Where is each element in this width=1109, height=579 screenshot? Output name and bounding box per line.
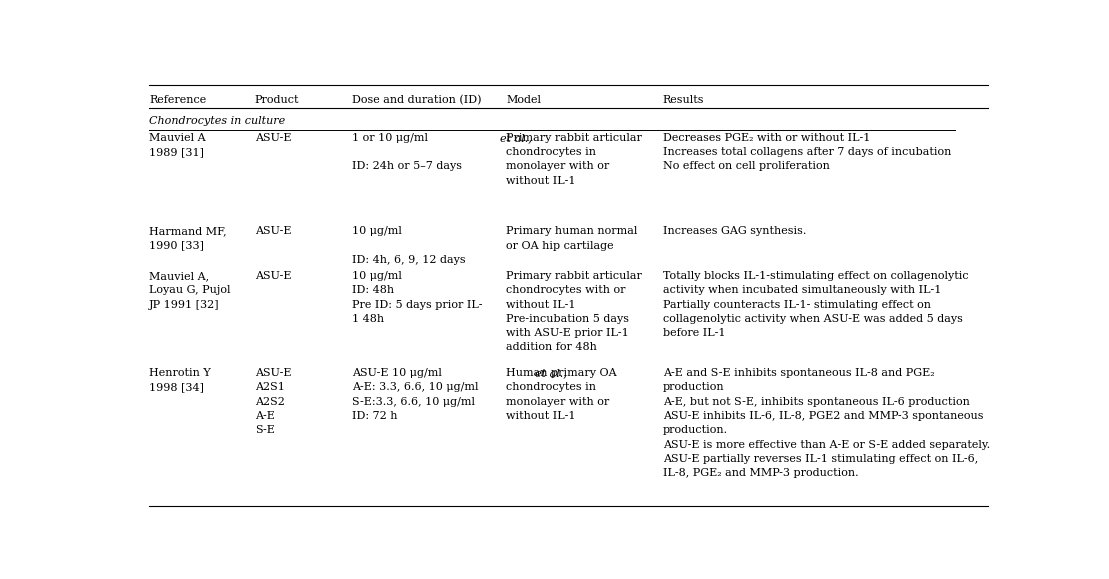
Text: 10 μg/ml: 10 μg/ml xyxy=(352,226,401,236)
Text: Product: Product xyxy=(255,96,299,105)
Text: chondrocytes in: chondrocytes in xyxy=(507,147,597,157)
Text: No effect on cell proliferation: No effect on cell proliferation xyxy=(663,162,830,171)
Text: ID: 48h: ID: 48h xyxy=(352,285,394,295)
Text: A2S1: A2S1 xyxy=(255,383,285,393)
Text: Partially counteracts IL-1- stimulating effect on: Partially counteracts IL-1- stimulating … xyxy=(663,299,930,310)
Text: monolayer with or: monolayer with or xyxy=(507,397,610,406)
Text: ASU-E: ASU-E xyxy=(255,368,292,378)
Text: 1998 [34]: 1998 [34] xyxy=(149,383,204,393)
Text: Results: Results xyxy=(663,96,704,105)
Text: et al.,: et al., xyxy=(535,368,567,378)
Text: S-E: S-E xyxy=(255,425,275,435)
Text: Pre ID: 5 days prior IL-: Pre ID: 5 days prior IL- xyxy=(352,299,482,310)
Text: Decreases PGE₂ with or without IL-1: Decreases PGE₂ with or without IL-1 xyxy=(663,133,871,143)
Text: activity when incubated simultaneously with IL-1: activity when incubated simultaneously w… xyxy=(663,285,942,295)
Text: ASU-E: ASU-E xyxy=(255,271,292,281)
Text: Pre-incubation 5 days: Pre-incubation 5 days xyxy=(507,314,630,324)
Text: 10 μg/ml: 10 μg/ml xyxy=(352,271,401,281)
Text: 1 48h: 1 48h xyxy=(352,314,384,324)
Text: Primary human normal: Primary human normal xyxy=(507,226,638,236)
Text: production: production xyxy=(663,383,724,393)
Text: Chondrocytes in culture: Chondrocytes in culture xyxy=(149,116,285,126)
Text: ID: 24h or 5–7 days: ID: 24h or 5–7 days xyxy=(352,162,461,171)
Text: before IL-1: before IL-1 xyxy=(663,328,725,338)
Text: IL-8, PGE₂ and MMP-3 production.: IL-8, PGE₂ and MMP-3 production. xyxy=(663,468,858,478)
Text: A-E, but not S-E, inhibits spontaneous IL-6 production: A-E, but not S-E, inhibits spontaneous I… xyxy=(663,397,969,406)
Text: JP 1991 [32]: JP 1991 [32] xyxy=(149,299,220,310)
Text: A-E: 3.3, 6.6, 10 μg/ml: A-E: 3.3, 6.6, 10 μg/ml xyxy=(352,383,478,393)
Text: ASU-E: ASU-E xyxy=(255,133,292,143)
Text: ID: 4h, 6, 9, 12 days: ID: 4h, 6, 9, 12 days xyxy=(352,255,466,265)
Text: chondrocytes in: chondrocytes in xyxy=(507,383,597,393)
Text: A2S2: A2S2 xyxy=(255,397,285,406)
Text: ID: 72 h: ID: 72 h xyxy=(352,411,397,421)
Text: without IL-1: without IL-1 xyxy=(507,299,576,310)
Text: Harmand MF,: Harmand MF, xyxy=(149,226,226,236)
Text: A-E and S-E inhibits spontaneous IL-8 and PGE₂: A-E and S-E inhibits spontaneous IL-8 an… xyxy=(663,368,935,378)
Text: 1 or 10 μg/ml: 1 or 10 μg/ml xyxy=(352,133,428,143)
Text: Increases total collagens after 7 days of incubation: Increases total collagens after 7 days o… xyxy=(663,147,952,157)
Text: without IL-1: without IL-1 xyxy=(507,175,576,186)
Text: monolayer with or: monolayer with or xyxy=(507,162,610,171)
Text: with ASU-E prior IL-1: with ASU-E prior IL-1 xyxy=(507,328,629,338)
Text: S-E:3.3, 6.6, 10 μg/ml: S-E:3.3, 6.6, 10 μg/ml xyxy=(352,397,475,406)
Text: Primary rabbit articular: Primary rabbit articular xyxy=(507,133,642,143)
Text: addition for 48h: addition for 48h xyxy=(507,342,598,353)
Text: Loyau G, Pujol: Loyau G, Pujol xyxy=(149,285,231,295)
Text: 1990 [33]: 1990 [33] xyxy=(149,241,204,251)
Text: Reference: Reference xyxy=(149,96,206,105)
Text: ASU-E partially reverses IL-1 stimulating effect on IL-6,: ASU-E partially reverses IL-1 stimulatin… xyxy=(663,454,978,464)
Text: Primary rabbit articular: Primary rabbit articular xyxy=(507,271,642,281)
Text: Increases GAG synthesis.: Increases GAG synthesis. xyxy=(663,226,806,236)
Text: ASU-E is more effective than A-E or S-E added separately.: ASU-E is more effective than A-E or S-E … xyxy=(663,439,990,449)
Text: production.: production. xyxy=(663,425,728,435)
Text: without IL-1: without IL-1 xyxy=(507,411,576,421)
Text: or OA hip cartilage: or OA hip cartilage xyxy=(507,241,614,251)
Text: collagenolytic activity when ASU-E was added 5 days: collagenolytic activity when ASU-E was a… xyxy=(663,314,963,324)
Text: ASU-E: ASU-E xyxy=(255,226,292,236)
Text: Human primary OA: Human primary OA xyxy=(507,368,617,378)
Text: ASU-E 10 μg/ml: ASU-E 10 μg/ml xyxy=(352,368,441,378)
Text: et al.,: et al., xyxy=(499,133,531,143)
Text: Henrotin Y: Henrotin Y xyxy=(149,368,214,378)
Text: A-E: A-E xyxy=(255,411,275,421)
Text: Totally blocks IL-1-stimulating effect on collagenolytic: Totally blocks IL-1-stimulating effect o… xyxy=(663,271,968,281)
Text: Mauviel A,: Mauviel A, xyxy=(149,271,210,281)
Text: ASU-E inhibits IL-6, IL-8, PGE2 and MMP-3 spontaneous: ASU-E inhibits IL-6, IL-8, PGE2 and MMP-… xyxy=(663,411,984,421)
Text: chondrocytes with or: chondrocytes with or xyxy=(507,285,625,295)
Text: Mauviel A: Mauviel A xyxy=(149,133,210,143)
Text: Dose and duration (ID): Dose and duration (ID) xyxy=(352,96,481,105)
Text: 1989 [31]: 1989 [31] xyxy=(149,147,204,157)
Text: Model: Model xyxy=(507,96,541,105)
